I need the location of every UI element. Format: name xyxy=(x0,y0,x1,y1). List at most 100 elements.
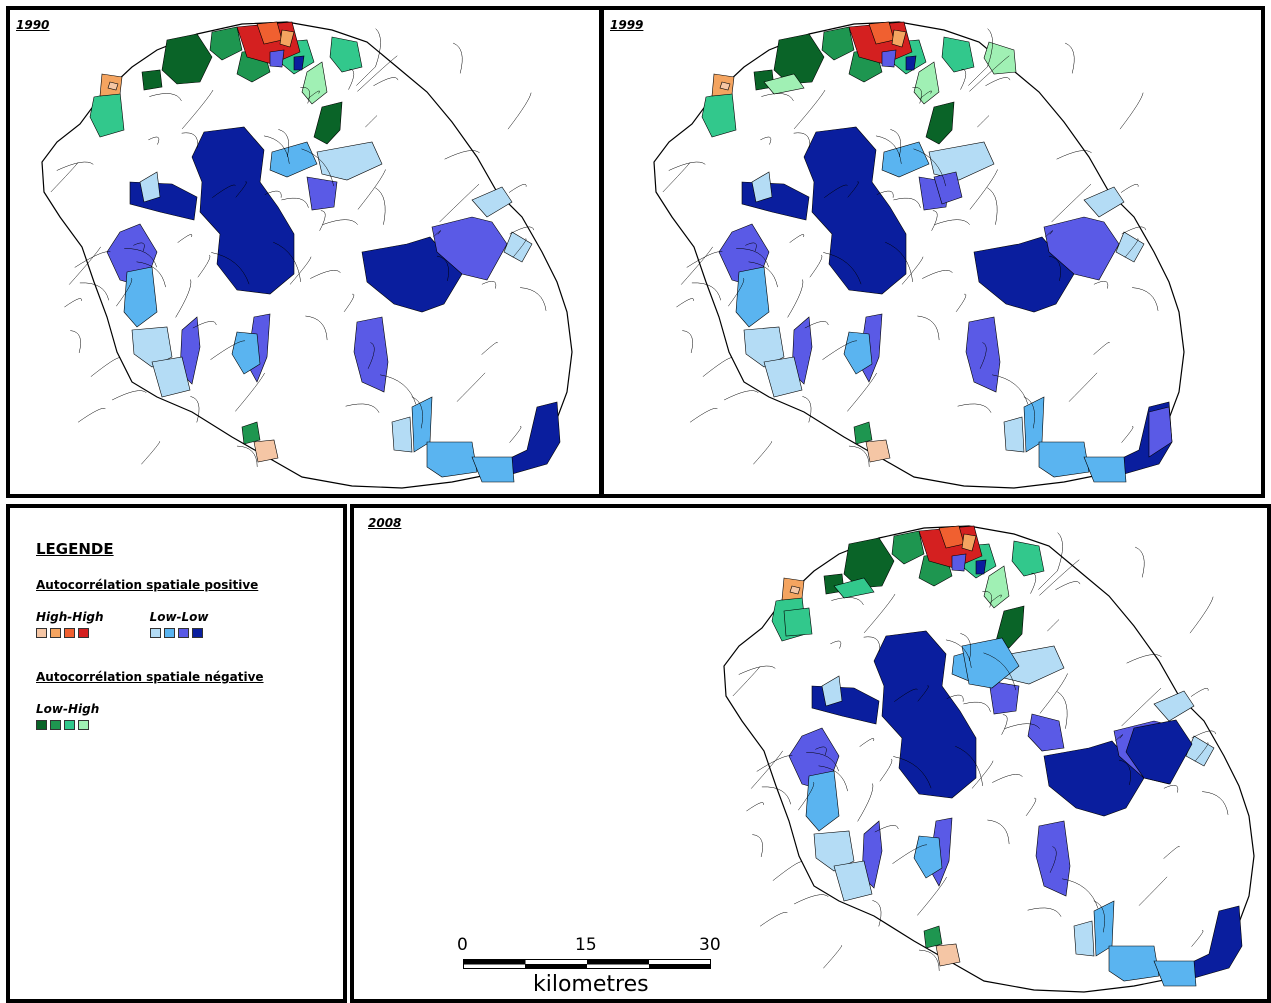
commune-zone-31 xyxy=(925,101,955,145)
boundary-line xyxy=(824,184,848,198)
legend-class-label: Low-High xyxy=(36,702,100,716)
reunion-map-2008 xyxy=(723,525,1255,993)
boundary-line xyxy=(1044,230,1054,238)
legend-swatch-4 xyxy=(78,720,89,730)
boundary-line xyxy=(264,190,282,198)
boundary-line xyxy=(197,254,211,278)
commune-zone-9 xyxy=(306,176,338,211)
commune-zone-12 xyxy=(471,186,513,218)
commune-zone-27 xyxy=(983,565,1010,609)
commune-zone-17 xyxy=(1153,960,1197,987)
swatch-row xyxy=(36,720,296,730)
boundary-line xyxy=(977,115,990,128)
commune-zone-3 xyxy=(431,216,508,281)
commune-zone-41 xyxy=(763,73,805,95)
boundary-line xyxy=(912,87,922,104)
commune-zone-5 xyxy=(1035,820,1071,897)
boundary-line xyxy=(971,760,994,789)
boundary-line xyxy=(375,187,386,225)
boundary-line xyxy=(520,287,547,311)
legend-class-label: High-High xyxy=(36,610,104,624)
boundary-line xyxy=(989,594,1002,604)
boundary-line xyxy=(375,28,381,67)
commune-zone-43 xyxy=(933,171,963,205)
boundary-line xyxy=(969,55,1010,92)
boundary-line xyxy=(761,786,792,805)
boundary-line xyxy=(367,342,375,369)
commune-zone-35 xyxy=(279,29,295,48)
boundary-line xyxy=(456,372,486,402)
boundary-line xyxy=(750,750,783,789)
commune-zone-3 xyxy=(1043,216,1120,281)
boundary-line xyxy=(77,408,106,423)
boundary-line xyxy=(748,261,778,288)
boundary-line xyxy=(281,197,309,208)
boundary-line xyxy=(848,445,870,467)
boundary-line xyxy=(481,341,498,355)
boundary-line xyxy=(894,688,918,702)
boundary-line xyxy=(1191,730,1217,739)
commune-zone-38 xyxy=(865,439,891,463)
boundary-line xyxy=(1121,687,1162,727)
commune-zone-19 xyxy=(735,266,770,328)
boundary-line xyxy=(1062,878,1099,909)
boundary-line xyxy=(745,242,757,252)
boundary-line xyxy=(793,89,826,130)
scale-bar: 0 15 30 kilometres xyxy=(455,935,721,997)
commune-zone-12 xyxy=(1153,690,1195,722)
boundary-line xyxy=(979,342,987,369)
commune-zone-0 xyxy=(873,630,977,799)
legend-swatch-3 xyxy=(64,628,75,638)
boundary-line xyxy=(668,161,706,171)
boundary-line xyxy=(680,246,713,285)
boundary-line xyxy=(175,279,192,318)
boundary-line xyxy=(148,136,160,145)
boundary-line xyxy=(890,129,902,157)
commune-zone-5 xyxy=(965,316,1001,393)
boundary-line xyxy=(892,844,927,864)
boundary-line xyxy=(985,77,1011,86)
boundary-line xyxy=(847,372,877,412)
boundary-line xyxy=(1121,426,1134,443)
boundary-line xyxy=(798,782,815,811)
boundary-line xyxy=(809,254,823,278)
boundary-line xyxy=(136,261,166,288)
boundary-line xyxy=(116,278,133,307)
commune-zone-39 xyxy=(951,553,967,572)
boundary-line xyxy=(723,390,759,401)
commune-zone-17 xyxy=(1083,456,1127,483)
boundary-line xyxy=(917,876,947,916)
boundary-line xyxy=(1093,900,1105,933)
boundary-line xyxy=(917,685,929,702)
commune-zone-32 xyxy=(241,421,261,445)
legend: LEGENDE Autocorrélation spatiale positiv… xyxy=(36,540,296,730)
boundary-line xyxy=(689,408,718,423)
boundary-line xyxy=(1048,255,1061,282)
commune-zone-37 xyxy=(789,585,801,595)
boundary-line xyxy=(1132,287,1159,311)
commune-zone-37 xyxy=(107,81,119,91)
boundary-line xyxy=(728,278,745,307)
commune-zone-21 xyxy=(833,860,873,902)
boundary-line xyxy=(1057,691,1068,729)
map-panel-2008: 2008 xyxy=(350,504,1271,1003)
commune-zone-23 xyxy=(773,33,825,85)
scale-bar-graphic xyxy=(463,959,711,969)
commune-zone-5 xyxy=(353,316,389,393)
boundary-line xyxy=(1202,791,1229,815)
boundary-line xyxy=(987,187,998,225)
boundary-line xyxy=(70,330,81,354)
commune-zone-2 xyxy=(1043,740,1145,817)
boundary-line xyxy=(736,248,769,268)
boundary-line xyxy=(481,280,497,289)
boundary-line xyxy=(319,210,326,231)
boundary-line xyxy=(686,251,723,268)
boundary-line xyxy=(1030,572,1037,594)
boundary-line xyxy=(746,802,764,812)
boundary-line xyxy=(50,162,79,193)
commune-zone-27 xyxy=(301,61,328,105)
boundary-line xyxy=(1118,759,1131,786)
commune-zone-24 xyxy=(891,530,925,565)
commune-zone-37 xyxy=(719,81,731,91)
boundary-line xyxy=(1004,723,1040,729)
